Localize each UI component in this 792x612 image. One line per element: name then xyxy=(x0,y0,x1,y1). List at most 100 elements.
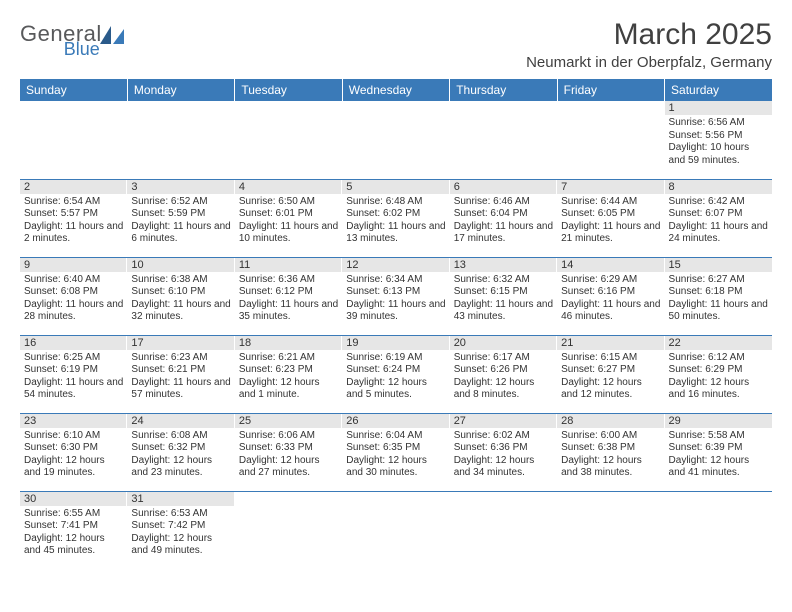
logo-word-blue: Blue xyxy=(64,41,100,57)
day-number-bar: 4 xyxy=(235,180,342,194)
day-details: Sunrise: 6:34 AMSunset: 6:13 PMDaylight:… xyxy=(342,272,449,328)
sunset-text: Sunset: 6:01 PM xyxy=(239,208,338,221)
day-number-bar: 30 xyxy=(20,492,127,506)
calendar-day-cell: 21Sunrise: 6:15 AMSunset: 6:27 PMDayligh… xyxy=(557,335,664,413)
day-number-bar: 16 xyxy=(20,336,127,350)
day-details: Sunrise: 5:58 AMSunset: 6:39 PMDaylight:… xyxy=(665,428,772,484)
calendar-body: 1Sunrise: 6:56 AMSunset: 5:56 PMDaylight… xyxy=(20,101,772,569)
day-details: Sunrise: 6:56 AMSunset: 5:56 PMDaylight:… xyxy=(665,115,772,171)
weekday-header: Wednesday xyxy=(342,79,449,101)
sunset-text: Sunset: 6:21 PM xyxy=(131,364,230,377)
daylight-text: Daylight: 11 hours and 35 minutes. xyxy=(239,299,338,324)
daylight-text: Daylight: 12 hours and 19 minutes. xyxy=(24,455,123,480)
daylight-text: Daylight: 11 hours and 43 minutes. xyxy=(454,299,553,324)
daylight-text: Daylight: 11 hours and 57 minutes. xyxy=(131,377,230,402)
calendar-empty-cell xyxy=(450,491,557,569)
day-number-bar: 1 xyxy=(665,101,772,115)
sunrise-text: Sunrise: 6:46 AM xyxy=(454,196,553,209)
day-details: Sunrise: 6:21 AMSunset: 6:23 PMDaylight:… xyxy=(235,350,342,406)
sunset-text: Sunset: 5:59 PM xyxy=(131,208,230,221)
sunrise-text: Sunrise: 6:40 AM xyxy=(24,274,123,287)
day-details: Sunrise: 6:27 AMSunset: 6:18 PMDaylight:… xyxy=(665,272,772,328)
calendar-page: General Blue March 2025 Neumarkt in der … xyxy=(0,0,792,569)
calendar-day-cell: 12Sunrise: 6:34 AMSunset: 6:13 PMDayligh… xyxy=(342,257,449,335)
sunrise-text: Sunrise: 6:15 AM xyxy=(561,352,660,365)
weekday-header: Tuesday xyxy=(235,79,342,101)
weekday-header: Monday xyxy=(127,79,234,101)
calendar-day-cell: 28Sunrise: 6:00 AMSunset: 6:38 PMDayligh… xyxy=(557,413,664,491)
daylight-text: Daylight: 11 hours and 17 minutes. xyxy=(454,221,553,246)
day-details: Sunrise: 6:17 AMSunset: 6:26 PMDaylight:… xyxy=(450,350,557,406)
daylight-text: Daylight: 11 hours and 6 minutes. xyxy=(131,221,230,246)
calendar-empty-cell xyxy=(342,101,449,179)
day-number-bar xyxy=(665,492,772,506)
day-number-bar: 17 xyxy=(127,336,234,350)
day-number-bar: 26 xyxy=(342,414,449,428)
sunset-text: Sunset: 6:23 PM xyxy=(239,364,338,377)
location-subtitle: Neumarkt in der Oberpfalz, Germany xyxy=(526,54,772,71)
sunset-text: Sunset: 6:33 PM xyxy=(239,442,338,455)
sunrise-text: Sunrise: 6:23 AM xyxy=(131,352,230,365)
calendar-week-row: 23Sunrise: 6:10 AMSunset: 6:30 PMDayligh… xyxy=(20,413,772,491)
sunset-text: Sunset: 6:02 PM xyxy=(346,208,445,221)
calendar-day-cell: 27Sunrise: 6:02 AMSunset: 6:36 PMDayligh… xyxy=(450,413,557,491)
daylight-text: Daylight: 12 hours and 5 minutes. xyxy=(346,377,445,402)
sunrise-text: Sunrise: 6:53 AM xyxy=(131,508,230,521)
day-number-bar xyxy=(235,492,342,506)
page-header: General Blue March 2025 Neumarkt in der … xyxy=(20,18,772,71)
calendar-day-cell: 2Sunrise: 6:54 AMSunset: 5:57 PMDaylight… xyxy=(20,179,127,257)
sunset-text: Sunset: 6:15 PM xyxy=(454,286,553,299)
day-number-bar: 21 xyxy=(557,336,664,350)
daylight-text: Daylight: 12 hours and 12 minutes. xyxy=(561,377,660,402)
logo-sail-icon xyxy=(100,26,126,46)
day-details: Sunrise: 6:44 AMSunset: 6:05 PMDaylight:… xyxy=(557,194,664,250)
day-number-bar xyxy=(235,101,342,115)
calendar-day-cell: 10Sunrise: 6:38 AMSunset: 6:10 PMDayligh… xyxy=(127,257,234,335)
calendar-day-cell: 15Sunrise: 6:27 AMSunset: 6:18 PMDayligh… xyxy=(665,257,772,335)
sunrise-text: Sunrise: 6:19 AM xyxy=(346,352,445,365)
logo-text: General Blue xyxy=(20,24,102,57)
calendar-day-cell: 1Sunrise: 6:56 AMSunset: 5:56 PMDaylight… xyxy=(665,101,772,179)
calendar-empty-cell xyxy=(557,101,664,179)
calendar-day-cell: 23Sunrise: 6:10 AMSunset: 6:30 PMDayligh… xyxy=(20,413,127,491)
sunset-text: Sunset: 6:18 PM xyxy=(669,286,768,299)
calendar-day-cell: 20Sunrise: 6:17 AMSunset: 6:26 PMDayligh… xyxy=(450,335,557,413)
calendar-day-cell: 13Sunrise: 6:32 AMSunset: 6:15 PMDayligh… xyxy=(450,257,557,335)
daylight-text: Daylight: 11 hours and 50 minutes. xyxy=(669,299,768,324)
sunrise-text: Sunrise: 6:27 AM xyxy=(669,274,768,287)
day-number-bar xyxy=(557,101,664,115)
calendar-day-cell: 31Sunrise: 6:53 AMSunset: 7:42 PMDayligh… xyxy=(127,491,234,569)
daylight-text: Daylight: 12 hours and 41 minutes. xyxy=(669,455,768,480)
daylight-text: Daylight: 11 hours and 21 minutes. xyxy=(561,221,660,246)
day-details: Sunrise: 6:42 AMSunset: 6:07 PMDaylight:… xyxy=(665,194,772,250)
daylight-text: Daylight: 12 hours and 23 minutes. xyxy=(131,455,230,480)
day-number-bar: 19 xyxy=(342,336,449,350)
sunset-text: Sunset: 6:13 PM xyxy=(346,286,445,299)
daylight-text: Daylight: 11 hours and 46 minutes. xyxy=(561,299,660,324)
day-details: Sunrise: 6:19 AMSunset: 6:24 PMDaylight:… xyxy=(342,350,449,406)
sunrise-text: Sunrise: 6:25 AM xyxy=(24,352,123,365)
day-details: Sunrise: 6:53 AMSunset: 7:42 PMDaylight:… xyxy=(127,506,234,562)
weekday-header: Saturday xyxy=(665,79,772,101)
day-details: Sunrise: 6:38 AMSunset: 6:10 PMDaylight:… xyxy=(127,272,234,328)
calendar-empty-cell xyxy=(127,101,234,179)
sunset-text: Sunset: 6:05 PM xyxy=(561,208,660,221)
day-details: Sunrise: 6:46 AMSunset: 6:04 PMDaylight:… xyxy=(450,194,557,250)
sunrise-text: Sunrise: 5:58 AM xyxy=(669,430,768,443)
calendar-empty-cell xyxy=(665,491,772,569)
sunrise-text: Sunrise: 6:02 AM xyxy=(454,430,553,443)
calendar-empty-cell xyxy=(235,491,342,569)
calendar-empty-cell xyxy=(450,101,557,179)
calendar-day-cell: 25Sunrise: 6:06 AMSunset: 6:33 PMDayligh… xyxy=(235,413,342,491)
day-number-bar: 27 xyxy=(450,414,557,428)
calendar-day-cell: 29Sunrise: 5:58 AMSunset: 6:39 PMDayligh… xyxy=(665,413,772,491)
sunrise-text: Sunrise: 6:38 AM xyxy=(131,274,230,287)
calendar-table: SundayMondayTuesdayWednesdayThursdayFrid… xyxy=(20,79,772,569)
calendar-header-row: SundayMondayTuesdayWednesdayThursdayFrid… xyxy=(20,79,772,101)
daylight-text: Daylight: 11 hours and 39 minutes. xyxy=(346,299,445,324)
day-number-bar xyxy=(557,492,664,506)
day-number-bar: 3 xyxy=(127,180,234,194)
day-number-bar: 9 xyxy=(20,258,127,272)
day-number-bar: 22 xyxy=(665,336,772,350)
day-details: Sunrise: 6:08 AMSunset: 6:32 PMDaylight:… xyxy=(127,428,234,484)
